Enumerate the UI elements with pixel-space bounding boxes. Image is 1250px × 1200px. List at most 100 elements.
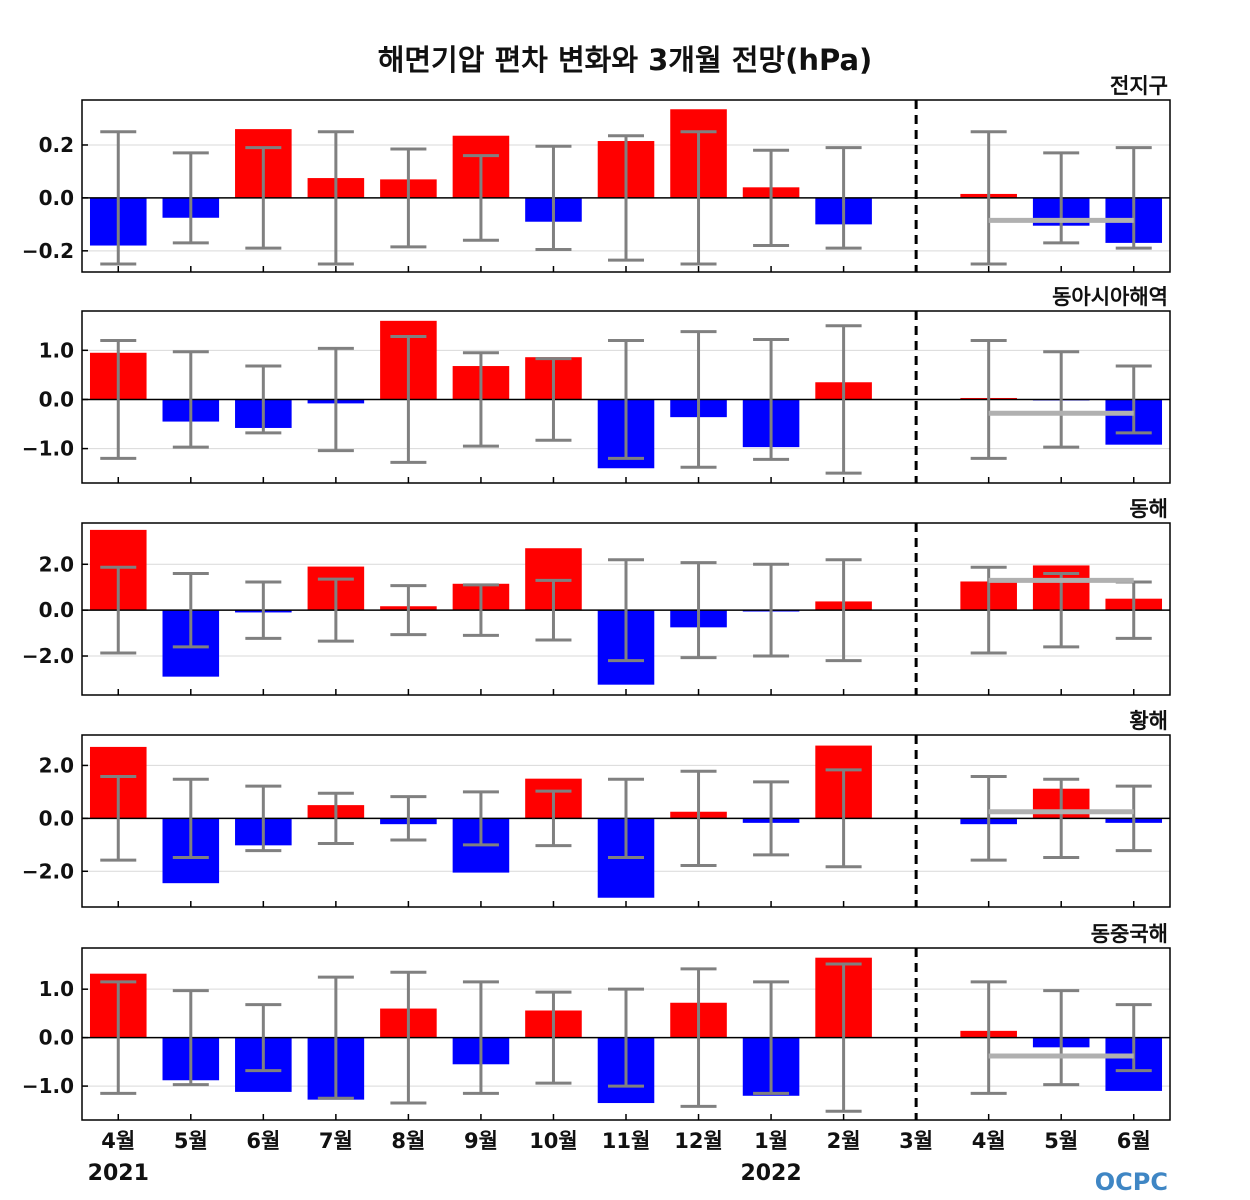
error-bar	[970, 980, 1007, 1095]
region-label: 동아시아해역	[1052, 285, 1168, 309]
y-tick-label: 1.0	[39, 338, 74, 362]
y-tick-label: −1.0	[22, 437, 74, 461]
error-bar	[970, 338, 1007, 460]
panel-0: 전지구 0.2 0.0 −0.2	[22, 74, 1171, 273]
y-tick-label: 0.0	[39, 806, 74, 830]
error-bar	[317, 346, 354, 453]
error-bar	[462, 980, 499, 1095]
x-tick-label: 8월	[391, 1129, 425, 1153]
panel-4: 동중국해 1.0 0.0 −1.0	[22, 922, 1171, 1121]
error-bar	[317, 577, 354, 643]
x-tick-label: 7월	[319, 1129, 353, 1153]
y-tick-label: 2.0	[39, 552, 74, 576]
error-bar	[680, 769, 717, 867]
error-bar	[608, 134, 644, 262]
error-bar	[825, 962, 862, 1113]
year-label: 2021	[88, 1161, 149, 1186]
error-bar	[245, 1003, 282, 1073]
x-tick-label: 12월	[674, 1129, 723, 1153]
x-tick-label: 1월	[754, 1129, 788, 1153]
y-tick-label: −0.2	[22, 239, 74, 263]
y-tick-label: 0.2	[39, 133, 74, 157]
error-bar	[970, 130, 1007, 266]
logo-text: OCPC	[1095, 1168, 1168, 1196]
panel-frame	[81, 99, 1171, 273]
error-bar	[172, 571, 209, 649]
y-tick-label: −2.0	[22, 859, 74, 883]
error-bar	[462, 790, 499, 847]
error-bar	[680, 561, 717, 660]
error-bar	[390, 147, 427, 249]
error-bar	[680, 130, 717, 266]
ocpc-logo: OCPC	[1095, 1168, 1168, 1196]
error-bar	[680, 330, 717, 469]
error-bar	[825, 558, 862, 663]
error-bar	[680, 967, 717, 1108]
error-bar	[390, 335, 427, 464]
error-bar	[753, 980, 790, 1095]
x-tick-label: 10월	[529, 1129, 578, 1153]
error-bar	[172, 989, 209, 1087]
x-tick-label: 9월	[464, 1129, 498, 1153]
error-bar	[535, 578, 572, 642]
x-tick-label: 5월	[1044, 1129, 1078, 1153]
x-tick-label: 6월	[246, 1129, 280, 1153]
y-tick-label: −1.0	[22, 1074, 74, 1098]
error-bar	[245, 364, 282, 435]
error-bar	[317, 130, 354, 266]
year-label: 2022	[740, 1161, 801, 1186]
error-bar	[245, 784, 282, 853]
error-bar	[462, 154, 499, 242]
error-bar	[608, 987, 644, 1088]
x-axis-labels: 4월 5월 6월 7월 8월 9월 10월 11월 12월 1월 2월 3월 4월 5월 6월 2021 202…	[88, 1129, 1151, 1186]
region-label: 동해	[1129, 497, 1168, 521]
error-bar	[825, 146, 862, 250]
x-tick-label: 11월	[602, 1129, 651, 1153]
error-bar	[462, 583, 499, 637]
y-tick-label: 0.0	[39, 186, 74, 210]
error-bar	[1043, 151, 1080, 245]
y-tick-label: 2.0	[39, 753, 74, 777]
error-bar	[100, 338, 137, 460]
error-bar	[172, 777, 209, 860]
error-bar	[100, 565, 137, 655]
error-bar	[608, 338, 644, 460]
error-bar	[1043, 989, 1080, 1087]
y-tick-label: −2.0	[22, 644, 74, 668]
region-label: 전지구	[1110, 74, 1168, 98]
error-bar	[100, 775, 137, 862]
panel-frame	[81, 522, 1171, 696]
error-bar	[753, 338, 790, 461]
error-bar	[970, 775, 1007, 862]
error-bar	[390, 970, 427, 1105]
y-tick-label: 0.0	[39, 1026, 74, 1050]
error-bar	[390, 795, 427, 842]
x-tick-label: 5월	[174, 1129, 208, 1153]
error-bar	[535, 357, 572, 442]
error-bar	[172, 151, 209, 245]
error-bar	[1115, 784, 1152, 853]
error-bar	[172, 350, 209, 449]
error-bar	[535, 144, 572, 252]
error-bar	[825, 324, 862, 475]
y-tick-label: 0.0	[39, 387, 74, 411]
x-tick-label: 4월	[101, 1129, 135, 1153]
error-bar	[753, 562, 790, 658]
y-tick-label: 1.0	[39, 977, 74, 1001]
error-bar	[317, 791, 354, 845]
panel-frame	[81, 310, 1171, 484]
error-bar	[390, 584, 427, 637]
panel-1: 동아시아해역 1.0 0.0 −1.0	[22, 285, 1171, 484]
panel-frame	[81, 947, 1171, 1121]
error-bar	[1115, 146, 1152, 250]
error-bar	[1043, 350, 1080, 449]
error-bar	[100, 130, 137, 266]
error-bar	[1043, 777, 1080, 860]
region-label: 동중국해	[1091, 922, 1168, 946]
error-bar	[535, 789, 572, 848]
x-tick-label: 6월	[1117, 1129, 1151, 1153]
error-bar	[317, 975, 354, 1100]
error-bar	[535, 990, 572, 1085]
error-bar	[245, 580, 282, 640]
